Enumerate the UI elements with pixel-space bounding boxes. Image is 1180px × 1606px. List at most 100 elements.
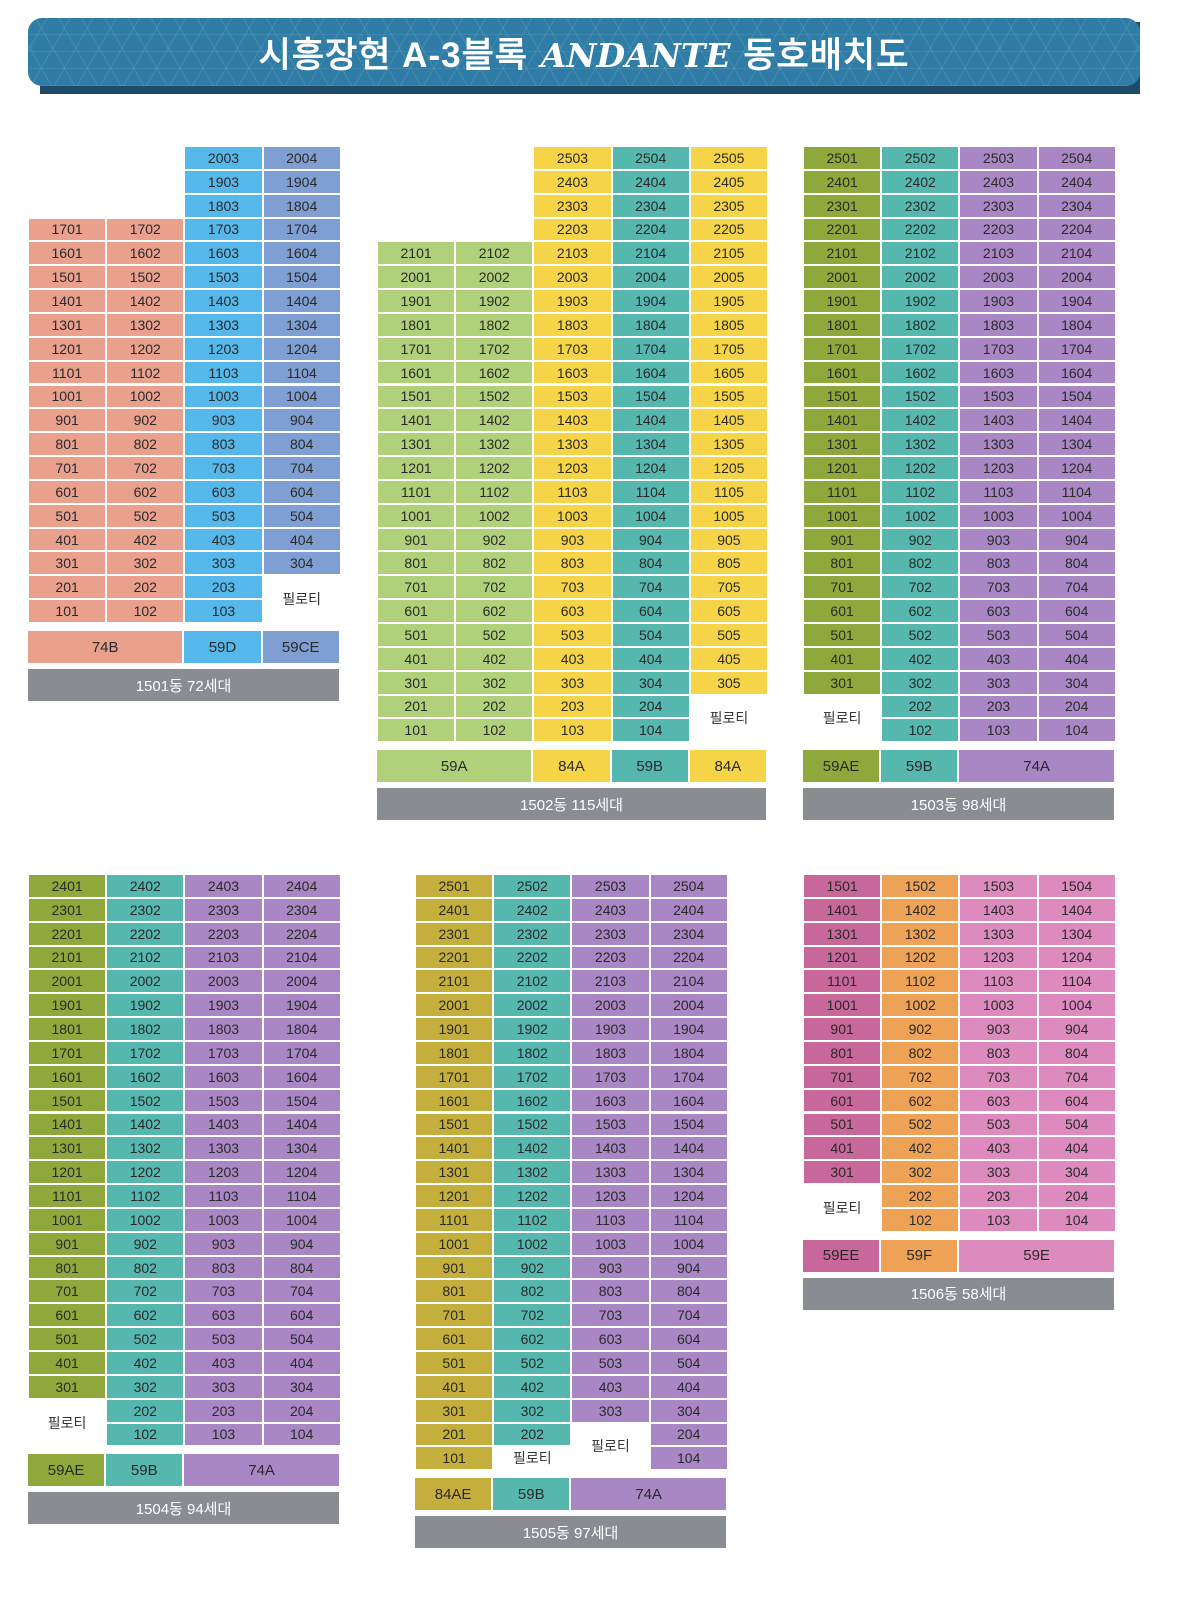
unit-cell: 1003 bbox=[959, 993, 1038, 1018]
unit-cell: 103 bbox=[184, 1422, 263, 1447]
unit-cell: 1002 bbox=[881, 993, 960, 1018]
unit-cell: 2203 bbox=[571, 945, 650, 970]
unit-cell: 2404 bbox=[262, 874, 341, 898]
unit-cell: 1001 bbox=[803, 993, 882, 1018]
unit-cell: 904 bbox=[611, 527, 690, 552]
unit-cell: 2103 bbox=[533, 241, 612, 266]
unit-cell: 1205 bbox=[689, 456, 768, 480]
unit-cell: 1502 bbox=[455, 384, 534, 409]
unit-cell: 2102 bbox=[493, 969, 572, 994]
unit-cell: 904 bbox=[1037, 527, 1116, 552]
unit-cell: 802 bbox=[106, 1255, 185, 1280]
unit-cell: 1202 bbox=[881, 945, 960, 970]
unit-cell: 1801 bbox=[28, 1017, 107, 1041]
unit-cell: 2202 bbox=[493, 945, 572, 970]
unit-cell: 1501 bbox=[28, 265, 107, 290]
unit-cell: 1803 bbox=[184, 193, 263, 218]
unit-cell: 502 bbox=[493, 1351, 572, 1375]
unit-cell: 2001 bbox=[415, 993, 494, 1018]
unit-cell: 803 bbox=[184, 1255, 263, 1280]
unit-cell: 1102 bbox=[881, 479, 960, 504]
unit-cell: 2302 bbox=[493, 921, 572, 946]
unit-cell: 701 bbox=[415, 1303, 494, 1328]
unit-cell: 1702 bbox=[881, 336, 960, 361]
unit-cell: 1203 bbox=[184, 336, 263, 361]
unit-cell: 2203 bbox=[184, 921, 263, 946]
unit-cell: 1102 bbox=[455, 479, 534, 504]
unit-cell: 302 bbox=[881, 1160, 960, 1185]
unit-cell: 1203 bbox=[571, 1184, 650, 1208]
unit-cell: 301 bbox=[28, 1374, 107, 1399]
unit-cell: 804 bbox=[262, 432, 341, 457]
unit-cell: 603 bbox=[959, 1088, 1038, 1113]
unit-cell: 1803 bbox=[571, 1040, 650, 1065]
unit-cell: 402 bbox=[493, 1374, 572, 1399]
unit-cell: 203 bbox=[959, 694, 1038, 719]
unit-cell: 2203 bbox=[533, 217, 612, 242]
unit-cell: 2205 bbox=[689, 217, 768, 242]
unit-cell: 1804 bbox=[262, 193, 341, 218]
unit-cell: 2403 bbox=[184, 874, 263, 898]
unit-cell: 1101 bbox=[28, 360, 107, 385]
unit-cell: 1504 bbox=[1037, 874, 1116, 898]
unit-cell: 603 bbox=[533, 599, 612, 623]
unit-cell: 1402 bbox=[881, 897, 960, 922]
unit-cell: 1104 bbox=[262, 1184, 341, 1208]
unit-type-label: 59F bbox=[881, 1239, 960, 1272]
unit-cell: 1103 bbox=[959, 479, 1038, 504]
unit-cell: 1702 bbox=[455, 336, 534, 361]
unit-cell: 1101 bbox=[377, 479, 456, 504]
unit-cell: 2004 bbox=[611, 265, 690, 290]
unit-cell: 2303 bbox=[533, 193, 612, 218]
unit-cell: 1601 bbox=[803, 360, 882, 385]
unit-cell: 2504 bbox=[649, 874, 728, 898]
unit-cell: 1301 bbox=[28, 1136, 107, 1161]
unit-cell: 1404 bbox=[1037, 408, 1116, 433]
unit-cell: 2401 bbox=[28, 874, 107, 898]
unit-cell: 1701 bbox=[377, 336, 456, 361]
unit-cell: 2102 bbox=[881, 241, 960, 266]
unit-cell: 504 bbox=[611, 623, 690, 647]
unit-cell: 1504 bbox=[262, 1088, 341, 1113]
unit-cell: 101 bbox=[28, 599, 107, 623]
unit-cell: 2005 bbox=[689, 265, 768, 290]
unit-cell: 1303 bbox=[533, 432, 612, 457]
unit-cell: 902 bbox=[881, 1017, 960, 1041]
unit-cell: 1201 bbox=[377, 456, 456, 480]
unit-cell: 2501 bbox=[803, 146, 882, 170]
unit-cell: 2202 bbox=[106, 921, 185, 946]
unit-cell: 2304 bbox=[1037, 193, 1116, 218]
unit-cell: 503 bbox=[184, 503, 263, 528]
unit-cell: 2004 bbox=[1037, 265, 1116, 290]
unit-cell: 903 bbox=[571, 1255, 650, 1280]
unit-cell: 1103 bbox=[533, 479, 612, 504]
unit-cell: 1304 bbox=[262, 1136, 341, 1161]
unit-cell: 1903 bbox=[959, 289, 1038, 313]
unit-cell: 1004 bbox=[262, 384, 341, 409]
unit-cell: 604 bbox=[649, 1327, 728, 1351]
unit-cell: 1004 bbox=[1037, 993, 1116, 1018]
unit-cell: 1405 bbox=[689, 408, 768, 433]
unit-cell: 1403 bbox=[184, 289, 263, 313]
unit-cell: 2403 bbox=[533, 169, 612, 194]
unit-type-label: 74A bbox=[184, 1454, 341, 1487]
unit-cell: 102 bbox=[881, 718, 960, 743]
unit-cell: 1802 bbox=[106, 1017, 185, 1041]
unit-cell: 703 bbox=[959, 575, 1038, 600]
unit-cell: 901 bbox=[28, 1231, 107, 1256]
unit-cell: 1001 bbox=[28, 1207, 107, 1232]
page-title-pre: 시흥장현 A-3블록 bbox=[258, 35, 528, 75]
unit-cell: 1504 bbox=[611, 384, 690, 409]
unit-cell: 202 bbox=[455, 694, 534, 719]
unit-cell: 1502 bbox=[106, 1088, 185, 1113]
unit-cell: 1601 bbox=[377, 360, 456, 385]
unit-cell: 2301 bbox=[803, 193, 882, 218]
unit-cell: 2403 bbox=[571, 897, 650, 922]
unit-cell: 201 bbox=[377, 694, 456, 719]
unit-cell: 2302 bbox=[106, 897, 185, 922]
unit-cell: 804 bbox=[1037, 551, 1116, 576]
unit-cell: 1804 bbox=[611, 312, 690, 337]
unit-cell: 1503 bbox=[184, 265, 263, 290]
unit-cell: 1804 bbox=[1037, 312, 1116, 337]
unit-type-label: 59CE bbox=[262, 631, 341, 663]
